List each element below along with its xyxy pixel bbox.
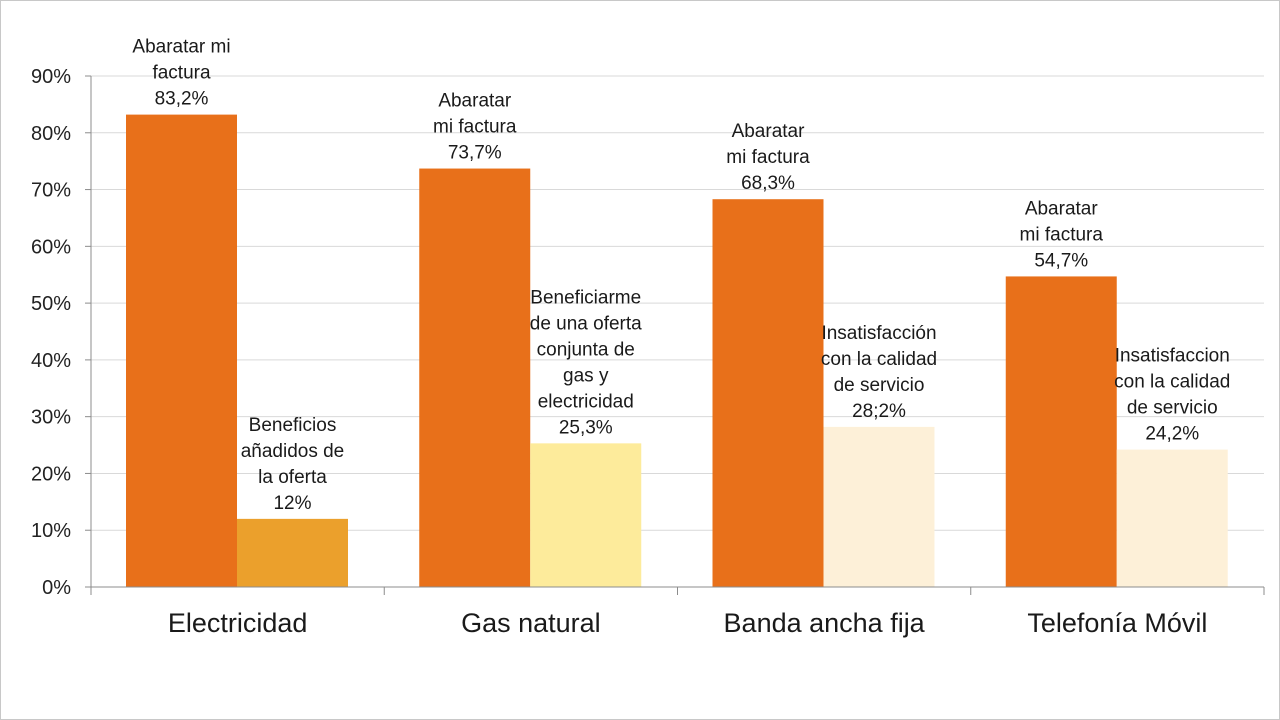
bar [126, 114, 237, 587]
data-label: Insatisfacción [821, 323, 936, 344]
data-label: 68,3% [741, 173, 795, 194]
data-label: añadidos de [241, 441, 345, 462]
data-label: con la calidad [821, 349, 937, 370]
bar [530, 443, 642, 587]
data-label: 12% [273, 493, 311, 514]
y-tick-label: 10% [31, 520, 71, 542]
data-label: Abaratar [1025, 198, 1099, 219]
data-label: gas y [563, 365, 609, 386]
data-label: la oferta [258, 467, 327, 488]
data-label: Abaratar [438, 91, 512, 112]
bar [419, 168, 531, 587]
bar [1005, 276, 1117, 587]
data-label: de servicio [1127, 398, 1218, 419]
x-category-label: Electricidad [168, 608, 308, 638]
y-tick-label: 60% [31, 236, 71, 258]
data-label: Insatisfaccion [1115, 346, 1230, 367]
x-axis: Electricidad Gas natural Banda ancha fija T… [90, 586, 1265, 638]
data-label: 83,2% [155, 89, 209, 110]
data-label: electricidad [538, 391, 634, 412]
y-tick-label: 30% [31, 407, 71, 429]
data-label: factura [152, 63, 211, 84]
y-tick-label: 80% [31, 123, 71, 145]
y-tick-label: 40% [31, 350, 71, 372]
y-tick-label: 70% [31, 180, 71, 202]
data-label: Beneficiarme [530, 287, 641, 308]
data-label: 24,2% [1145, 424, 1199, 445]
data-label: 28;2% [852, 401, 906, 422]
bar [712, 199, 824, 588]
data-labels: Abaratar mi factura 83,2% Beneficios añadido… [132, 37, 1230, 514]
data-label: Abaratar [732, 121, 806, 142]
bar [1116, 449, 1228, 587]
data-label: mi factura [433, 117, 517, 138]
data-label: conjunta de [537, 339, 635, 360]
y-tick-label: 50% [31, 293, 71, 315]
data-label: 54,7% [1034, 250, 1088, 271]
y-axis: 0% 10% 20% 30% 40% 50% 60% 70% 80% 90% [31, 66, 92, 599]
data-label: con la calidad [1114, 372, 1230, 393]
data-label: mi factura [726, 147, 810, 168]
bars [126, 114, 1228, 588]
data-label: 73,7% [448, 143, 502, 164]
bar [237, 518, 348, 587]
data-label: de una oferta [530, 313, 642, 334]
y-tick-label: 90% [31, 66, 71, 88]
x-category-label: Telefonía Móvil [1027, 608, 1207, 638]
bar [823, 426, 935, 587]
data-label: mi factura [1020, 224, 1104, 245]
x-category-label: Banda ancha fija [724, 608, 926, 638]
data-label: de servicio [834, 375, 925, 396]
data-label: 25,3% [559, 417, 613, 438]
data-label: Beneficios [249, 415, 337, 436]
y-tick-label: 0% [42, 577, 71, 599]
data-label: Abaratar mi [132, 37, 230, 58]
x-category-label: Gas natural [461, 608, 601, 638]
y-tick-label: 20% [31, 463, 71, 485]
